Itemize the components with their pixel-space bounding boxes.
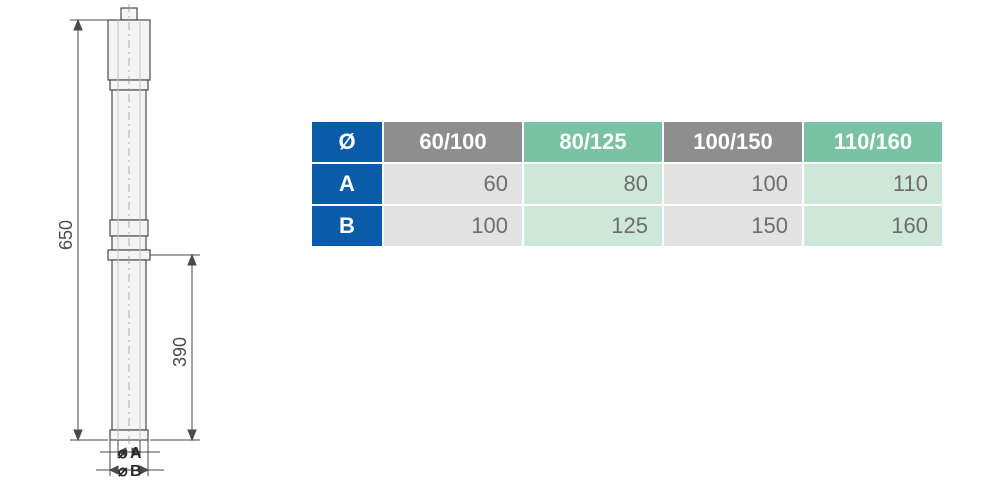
row-A-cell-2: 100 [664,164,802,204]
technical-drawing: 650 390 [0,0,280,500]
col-3-header: 110/160 [804,122,942,162]
header-diameter: Ø [312,122,382,162]
row-B-cell-2: 150 [664,206,802,246]
col-0-header: 60/100 [384,122,522,162]
header-row: Ø 60/100 80/125 100/150 110/160 [312,122,942,162]
row-B-cell-0: 100 [384,206,522,246]
row-B-cell-3: 160 [804,206,942,246]
dia-A-label: A [130,445,142,462]
col-2-header: 100/150 [664,122,802,162]
page-root: 650 390 [0,0,1000,500]
pipe-body [108,4,150,448]
row-A-cell-0: 60 [384,164,522,204]
row-A: A 60 80 100 110 [312,164,942,204]
col-1-header: 80/125 [524,122,662,162]
dim-650-label: 650 [56,220,76,250]
spec-table: Ø 60/100 80/125 100/150 110/160 A 60 80 … [310,120,944,248]
dim-390-label: 390 [170,337,190,367]
row-B-cell-1: 125 [524,206,662,246]
row-B: B 100 125 150 160 [312,206,942,246]
dia-B-sym: ⌀ [118,463,128,480]
row-A-header: A [312,164,382,204]
row-A-cell-1: 80 [524,164,662,204]
row-B-header: B [312,206,382,246]
drawing-svg: 650 390 [0,0,280,500]
dia-A-sym: ⌀ [118,445,128,462]
dia-B-label: B [130,463,142,480]
row-A-cell-3: 110 [804,164,942,204]
